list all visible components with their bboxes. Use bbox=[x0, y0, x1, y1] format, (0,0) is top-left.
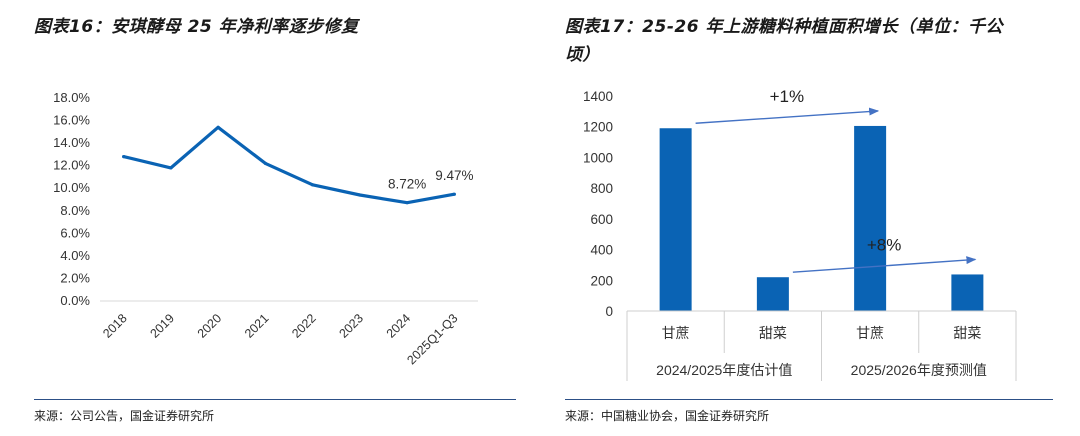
sugar-area-bar-chart: 0 200 400 600 800 1000 1200 1400 甘蔗 甜菜 甘蔗 甜菜 2024/20… bbox=[583, 87, 1017, 381]
right-chart-title: 图表17：25-26 年上游糖料种植面积增长（单位：千公 bbox=[565, 17, 1003, 37]
left-divider bbox=[34, 399, 516, 400]
bar bbox=[659, 128, 692, 311]
x-tick-label: 2018 bbox=[100, 311, 130, 341]
net-margin-line-chart: 0.0% 2.0% 4.0% 6.0% 8.0% 10.0% 12.0% 14.0% 16.0%… bbox=[53, 90, 478, 367]
bar bbox=[756, 277, 789, 311]
y-tick-label: 200 bbox=[590, 273, 613, 288]
data-point bbox=[358, 193, 362, 197]
y-tick-label: 0 bbox=[605, 304, 613, 319]
y-tick-label: 6.0% bbox=[60, 225, 90, 240]
annotation-label: +8% bbox=[867, 235, 902, 254]
right-chart-title-cont: 顷） bbox=[565, 45, 600, 65]
group-label: 2025/2026年度预测值 bbox=[851, 362, 987, 378]
annotation-arrow bbox=[695, 107, 880, 124]
y-tick-label: 16.0% bbox=[53, 113, 90, 128]
x-tick-label: 甜菜 bbox=[759, 325, 787, 341]
y-tick-label: 12.0% bbox=[53, 158, 90, 173]
data-label: 9.47% bbox=[435, 168, 473, 183]
y-tick-label: 0.0% bbox=[60, 293, 90, 308]
x-tick-label: 2021 bbox=[242, 311, 272, 341]
x-tick-label: 2025Q1-Q3 bbox=[404, 311, 460, 367]
data-point bbox=[405, 201, 409, 205]
left-chart-title: 图表16：安琪酵母 25 年净利率逐步修复 bbox=[34, 17, 359, 37]
x-tick-label: 2022 bbox=[289, 311, 319, 341]
y-tick-label: 800 bbox=[590, 181, 613, 196]
y-tick-label: 2.0% bbox=[60, 270, 90, 285]
annotation-label: +1% bbox=[770, 87, 805, 106]
data-label: 8.72% bbox=[388, 177, 426, 192]
net-margin-line bbox=[123, 125, 455, 205]
bar bbox=[951, 274, 984, 311]
right-divider bbox=[565, 399, 1053, 400]
group-label: 2024/2025年度估计值 bbox=[656, 362, 792, 378]
data-point bbox=[216, 125, 220, 129]
x-tick-label: 甜菜 bbox=[953, 325, 981, 341]
x-tick-label: 2024 bbox=[384, 311, 414, 341]
y-tick-label: 600 bbox=[590, 212, 613, 227]
y-tick-label: 1400 bbox=[583, 89, 613, 104]
x-tick-label: 2023 bbox=[336, 311, 366, 341]
y-tick-label: 14.0% bbox=[53, 135, 90, 150]
annotation-arrow bbox=[792, 256, 977, 273]
x-tick-label: 2019 bbox=[147, 311, 177, 341]
data-point bbox=[311, 183, 315, 187]
y-tick-label: 400 bbox=[590, 243, 613, 258]
data-point bbox=[122, 155, 126, 159]
y-tick-label: 4.0% bbox=[60, 248, 90, 263]
data-point bbox=[263, 161, 267, 166]
left-source: 来源：公司公告，国金证券研究所 bbox=[34, 409, 215, 423]
y-tick-label: 1000 bbox=[583, 150, 613, 165]
data-point bbox=[169, 166, 173, 170]
data-point bbox=[452, 192, 456, 196]
x-tick-label: 甘蔗 bbox=[856, 325, 884, 341]
y-tick-label: 10.0% bbox=[53, 180, 90, 195]
x-tick-label: 2020 bbox=[195, 311, 225, 341]
y-tick-label: 18.0% bbox=[53, 90, 90, 105]
y-tick-label: 8.0% bbox=[60, 203, 90, 218]
x-tick-label: 甘蔗 bbox=[662, 325, 690, 341]
bar bbox=[854, 125, 887, 311]
right-source: 来源：中国糖业协会，国金证券研究所 bbox=[565, 409, 770, 423]
y-tick-label: 1200 bbox=[583, 120, 613, 135]
